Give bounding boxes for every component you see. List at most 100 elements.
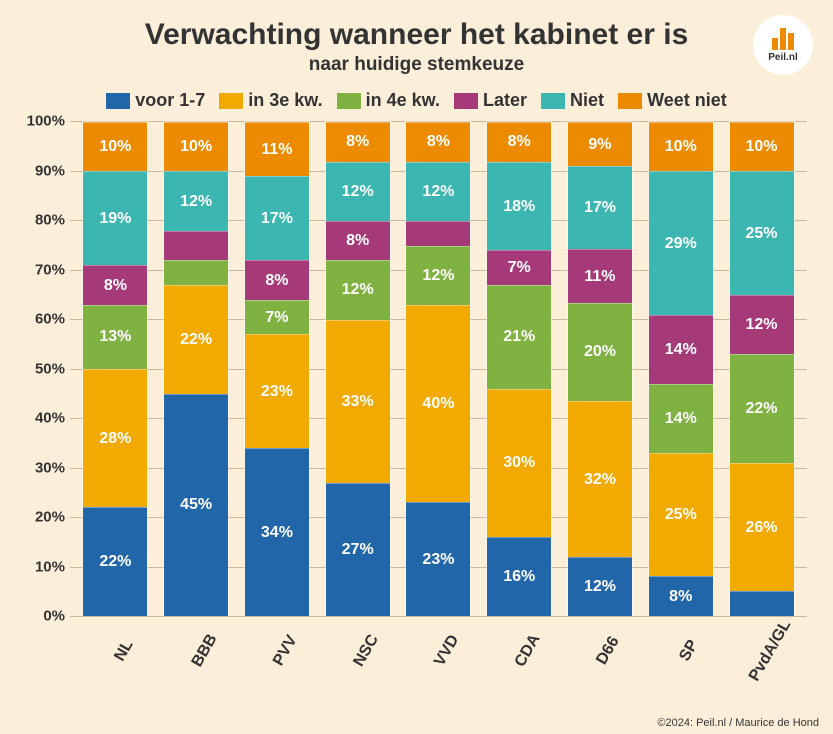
y-axis-label: 60% bbox=[20, 311, 65, 328]
legend-item: Niet bbox=[541, 90, 604, 111]
bar-value-label: 12% bbox=[342, 281, 374, 299]
x-label-wrap: PvdA/GL bbox=[729, 616, 795, 686]
bar-value-label: 21% bbox=[503, 328, 535, 346]
bar-value-label: 28% bbox=[99, 430, 131, 448]
bar-value-label: 7% bbox=[508, 259, 531, 277]
legend: voor 1-7in 3e kw.in 4e kw.LaterNietWeet … bbox=[18, 90, 815, 111]
y-axis-label: 20% bbox=[20, 509, 65, 526]
bar-segment: 17% bbox=[568, 166, 632, 249]
bar-segment: 30% bbox=[487, 389, 551, 537]
bar-segment: 10% bbox=[730, 122, 794, 171]
bar-segment: 8% bbox=[406, 122, 470, 162]
bar-value-label: 45% bbox=[180, 496, 212, 514]
x-label-wrap: PVV bbox=[244, 616, 310, 686]
bar-segment bbox=[730, 591, 794, 616]
bar-value-label: 13% bbox=[99, 328, 131, 346]
bar-value-label: 7% bbox=[265, 309, 288, 327]
bar-value-label: 12% bbox=[422, 183, 454, 201]
legend-item: in 4e kw. bbox=[337, 90, 440, 111]
bar-value-label: 11% bbox=[261, 141, 292, 159]
bar-segment: 12% bbox=[568, 557, 632, 616]
y-axis-label: 30% bbox=[20, 459, 65, 476]
bar-value-label: 32% bbox=[584, 471, 616, 489]
x-axis: NLBBBPVVNSCVVDCDAD66SPPvdA/GL bbox=[70, 616, 807, 686]
y-axis-label: 70% bbox=[20, 261, 65, 278]
bar-value-label: 10% bbox=[745, 138, 777, 156]
bar-segment: 17% bbox=[245, 176, 309, 260]
bar-value-label: 8% bbox=[427, 133, 450, 151]
bar-value-label: 25% bbox=[665, 506, 697, 524]
bar-segment: 8% bbox=[649, 576, 713, 616]
bar-segment: 11% bbox=[245, 122, 309, 176]
bar-segment: 8% bbox=[326, 122, 390, 162]
y-axis-label: 40% bbox=[20, 410, 65, 427]
legend-label: Niet bbox=[570, 90, 604, 111]
x-label-wrap: VVD bbox=[405, 616, 471, 686]
bar-segment: 23% bbox=[245, 334, 309, 448]
bar-segment: 7% bbox=[245, 300, 309, 335]
stacked-bar: 16%30%21%7%18%8% bbox=[486, 121, 552, 616]
legend-swatch bbox=[337, 93, 361, 109]
bar-value-label: 19% bbox=[99, 210, 131, 228]
stacked-bar: 34% 23% 7% 8%17% 11% bbox=[244, 121, 310, 616]
x-axis-label: NL bbox=[111, 637, 168, 682]
y-axis-label: 0% bbox=[20, 608, 65, 625]
bar-segment: 22% bbox=[164, 285, 228, 394]
bar-value-label: 34% bbox=[261, 524, 293, 542]
bar-value-label: 8% bbox=[346, 133, 369, 151]
bar-value-label: 12% bbox=[745, 316, 777, 334]
bar-segment: 23% bbox=[406, 502, 470, 616]
bar-segment: 40% bbox=[406, 305, 470, 503]
x-axis-label: NSC bbox=[350, 632, 414, 688]
bar-segment: 14% bbox=[649, 315, 713, 384]
bar-value-label: 25% bbox=[745, 225, 777, 243]
y-axis-label: 100% bbox=[20, 113, 65, 130]
bar-value-label: 22% bbox=[180, 331, 212, 349]
bar-segment: 25% bbox=[730, 171, 794, 295]
bar-segment: 10% bbox=[83, 122, 147, 171]
bar-value-label: 33% bbox=[342, 393, 374, 411]
bar-segment: 9% bbox=[568, 122, 632, 166]
chart-container: Verwachting wanneer het kabinet er is na… bbox=[0, 0, 833, 734]
bar-segment: 16% bbox=[487, 537, 551, 616]
bar-segment: 12% bbox=[730, 295, 794, 354]
bar-segment: 8% bbox=[83, 265, 147, 305]
bar-value-label: 30% bbox=[503, 454, 535, 472]
bar-segment: 8% bbox=[326, 221, 390, 261]
x-axis-label: SP bbox=[676, 637, 733, 682]
bar-value-label: 27% bbox=[342, 541, 374, 559]
bar-segment: 10% bbox=[164, 122, 228, 171]
bar-value-label: 17% bbox=[584, 199, 616, 217]
bar-value-label: 8% bbox=[104, 277, 127, 295]
stacked-bar: 23%40% 12% 12% 8% bbox=[405, 121, 471, 616]
legend-swatch bbox=[618, 93, 642, 109]
bar-segment: 12% bbox=[406, 162, 470, 221]
chart-plot-area: 0%10%20%30%40%50%60%70%80%90%100% 22%28%… bbox=[70, 121, 807, 616]
bar-segment: 11% bbox=[568, 249, 632, 303]
bar-value-label: 23% bbox=[261, 383, 293, 401]
bar-segment: 26% bbox=[730, 463, 794, 591]
bar-segment bbox=[406, 221, 470, 246]
bar-value-label: 12% bbox=[180, 193, 212, 211]
bar-segment: 7% bbox=[487, 250, 551, 285]
x-label-wrap: NSC bbox=[325, 616, 391, 686]
bar-segment: 20% bbox=[568, 303, 632, 401]
bar-segment: 13% bbox=[83, 305, 147, 369]
peil-logo: Peil.nl bbox=[753, 15, 813, 75]
x-axis-label: CDA bbox=[511, 631, 575, 688]
bar-value-label: 14% bbox=[665, 341, 697, 359]
bar-segment: 22% bbox=[730, 354, 794, 463]
stacked-bar: 27%33%12%8%12%8% bbox=[325, 121, 391, 616]
x-axis-label: D66 bbox=[594, 634, 655, 686]
bar-segment: 12% bbox=[164, 171, 228, 230]
bar-segment: 21% bbox=[487, 285, 551, 389]
bar-value-label: 12% bbox=[422, 267, 454, 285]
legend-item: Weet niet bbox=[618, 90, 727, 111]
bar-segment: 8% bbox=[245, 260, 309, 300]
bar-value-label: 10% bbox=[180, 138, 212, 156]
bar-segment: 29% bbox=[649, 171, 713, 314]
legend-label: Later bbox=[483, 90, 527, 111]
legend-swatch bbox=[219, 93, 243, 109]
x-axis-label: VVD bbox=[431, 632, 494, 687]
bar-value-label: 9% bbox=[588, 136, 611, 154]
